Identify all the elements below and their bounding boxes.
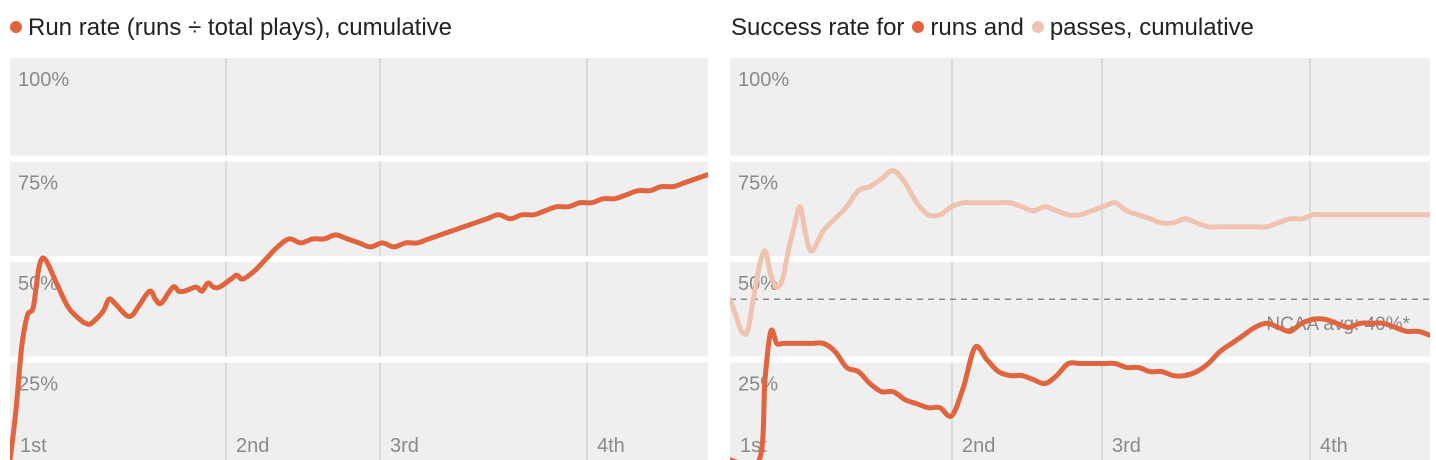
band-gap bbox=[730, 256, 1430, 262]
passes-legend-dot bbox=[1031, 21, 1044, 33]
run-rate-chart: Run rate (runs ÷ total plays), cumulativ… bbox=[0, 0, 712, 460]
y-tick-label: 25% bbox=[18, 374, 58, 396]
passes-series-line bbox=[730, 168, 1430, 337]
runs-legend-dot bbox=[912, 21, 925, 33]
y-tick-label: 75% bbox=[18, 173, 58, 195]
runs-series-line bbox=[10, 172, 708, 460]
x-tick-label: 3rd bbox=[1112, 435, 1141, 457]
y-tick-label: 100% bbox=[738, 69, 789, 91]
runs-legend-label: runs and bbox=[930, 14, 1024, 41]
band-gap bbox=[10, 356, 708, 363]
band-gap bbox=[730, 155, 1430, 162]
passes-legend-label: passes, cumulative bbox=[1049, 14, 1254, 41]
run-rate-plot: 100%75%50%25%1st 2nd 3rd 4th bbox=[10, 58, 708, 460]
y-tick-label: 75% bbox=[738, 173, 778, 195]
y-tick-label: 100% bbox=[18, 69, 69, 91]
x-tick-label: 4th bbox=[597, 435, 625, 457]
band-gap bbox=[10, 256, 708, 262]
x-tick-label: 4th bbox=[1320, 435, 1348, 457]
run-rate-title: Run rate (runs ÷ total plays), cumulativ… bbox=[10, 14, 452, 42]
x-tick-label: 3rd bbox=[390, 435, 419, 457]
y-tick-label: 25% bbox=[738, 374, 778, 396]
run-rate-title-text: Run rate (runs ÷ total plays), cumulativ… bbox=[28, 14, 453, 41]
success-rate-title-prefix: Success rate for bbox=[731, 14, 905, 41]
x-tick-label: 1st bbox=[20, 435, 47, 457]
x-tick-label: 2nd bbox=[962, 435, 995, 457]
runs-legend-dot bbox=[10, 21, 22, 33]
runs-series-line bbox=[730, 316, 1430, 460]
success-rate-chart: Success rate for runs and passes, cumulati… bbox=[720, 0, 1436, 460]
band-gap bbox=[730, 356, 1430, 363]
success-rate-title: Success rate for runs and passes, cumulati… bbox=[731, 14, 1254, 42]
x-tick-label: 2nd bbox=[236, 435, 269, 457]
band-gap bbox=[10, 155, 708, 162]
